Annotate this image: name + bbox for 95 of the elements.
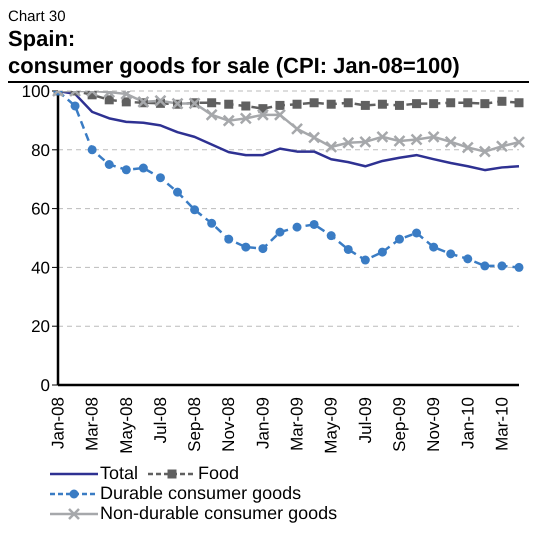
x-tick-label: May-09 bbox=[322, 397, 341, 454]
point bbox=[463, 254, 472, 264]
point bbox=[496, 140, 508, 153]
point bbox=[376, 130, 389, 144]
point bbox=[393, 134, 406, 148]
x-tick-label: Mar-09 bbox=[288, 397, 307, 451]
point bbox=[207, 98, 216, 108]
point bbox=[462, 141, 474, 154]
point bbox=[344, 244, 353, 254]
point bbox=[324, 140, 338, 154]
y-tick-label: 80 bbox=[31, 140, 50, 160]
point bbox=[222, 114, 235, 127]
point bbox=[429, 242, 438, 252]
point bbox=[241, 242, 250, 252]
point bbox=[446, 98, 456, 108]
y-tick-label: 20 bbox=[31, 317, 50, 336]
point bbox=[292, 100, 302, 109]
point bbox=[344, 98, 353, 108]
y-tick-label: 100 bbox=[22, 82, 50, 102]
point bbox=[480, 261, 490, 270]
point bbox=[378, 100, 387, 109]
point bbox=[310, 98, 319, 108]
point bbox=[446, 249, 456, 258]
point bbox=[360, 256, 370, 265]
x-tick-label: Mar-08 bbox=[82, 397, 102, 451]
point bbox=[154, 94, 167, 107]
point bbox=[258, 244, 268, 254]
point bbox=[514, 98, 524, 108]
x-tick-label: Nov-08 bbox=[219, 397, 238, 452]
x-tick-label: Jan-08 bbox=[48, 397, 68, 449]
point bbox=[137, 96, 150, 108]
point bbox=[190, 205, 200, 214]
chart-subtitle: Chart 30 bbox=[8, 8, 67, 25]
point bbox=[256, 108, 270, 122]
point bbox=[224, 100, 234, 109]
point bbox=[342, 136, 355, 149]
point bbox=[122, 97, 131, 106]
point bbox=[410, 133, 423, 146]
y-tick-label: 0 bbox=[40, 376, 50, 396]
point bbox=[173, 188, 182, 197]
legend-label: Food bbox=[197, 463, 240, 483]
x-tick-label: May-08 bbox=[116, 397, 136, 454]
point bbox=[480, 99, 490, 108]
point bbox=[497, 261, 506, 270]
x-tick-label: Sep-08 bbox=[185, 397, 204, 452]
point bbox=[205, 108, 218, 122]
point bbox=[326, 231, 336, 240]
point bbox=[412, 228, 422, 238]
point bbox=[378, 248, 387, 257]
point bbox=[326, 100, 336, 109]
point bbox=[122, 165, 131, 174]
point bbox=[512, 136, 526, 148]
point bbox=[360, 100, 370, 110]
point bbox=[497, 96, 506, 106]
point bbox=[478, 145, 492, 158]
point bbox=[88, 145, 97, 154]
point bbox=[412, 99, 422, 108]
point bbox=[104, 160, 114, 169]
point bbox=[394, 100, 404, 110]
point bbox=[463, 98, 472, 108]
point bbox=[359, 136, 372, 148]
x-tick-label: Jan-10 bbox=[458, 397, 478, 449]
point bbox=[514, 262, 524, 272]
y-tick-label: 40 bbox=[31, 258, 50, 278]
point bbox=[429, 99, 438, 108]
point bbox=[275, 100, 284, 110]
point bbox=[290, 122, 304, 136]
point bbox=[171, 97, 184, 110]
point bbox=[274, 108, 286, 122]
x-tick-label: Sep-09 bbox=[390, 397, 409, 452]
point bbox=[292, 222, 302, 232]
point bbox=[427, 130, 440, 144]
point bbox=[394, 234, 404, 244]
x-tick-label: Jul-09 bbox=[356, 397, 375, 444]
chart-title: Spain: consumer goods for sale (CPI: Jan-08=100) bbox=[8, 25, 461, 79]
point bbox=[156, 173, 165, 182]
point bbox=[138, 164, 148, 173]
point bbox=[188, 97, 201, 110]
point bbox=[308, 131, 320, 144]
legend-label: Non-durable consumer goods bbox=[99, 503, 338, 523]
point bbox=[444, 136, 457, 148]
x-tick-label: Jul-08 bbox=[150, 397, 170, 444]
point bbox=[224, 234, 234, 244]
point bbox=[240, 112, 252, 125]
point bbox=[310, 220, 319, 229]
legend-label: Durable consumer goods bbox=[99, 483, 302, 503]
x-tick-label: Jan-09 bbox=[253, 397, 272, 449]
point bbox=[275, 228, 284, 237]
x-tick-label: Nov-09 bbox=[424, 397, 444, 452]
point bbox=[207, 218, 216, 228]
point bbox=[241, 101, 250, 110]
point bbox=[70, 101, 80, 110]
y-tick-label: 60 bbox=[31, 200, 50, 219]
legend-label: Total bbox=[99, 463, 138, 483]
x-tick-label: Mar-10 bbox=[492, 397, 512, 451]
